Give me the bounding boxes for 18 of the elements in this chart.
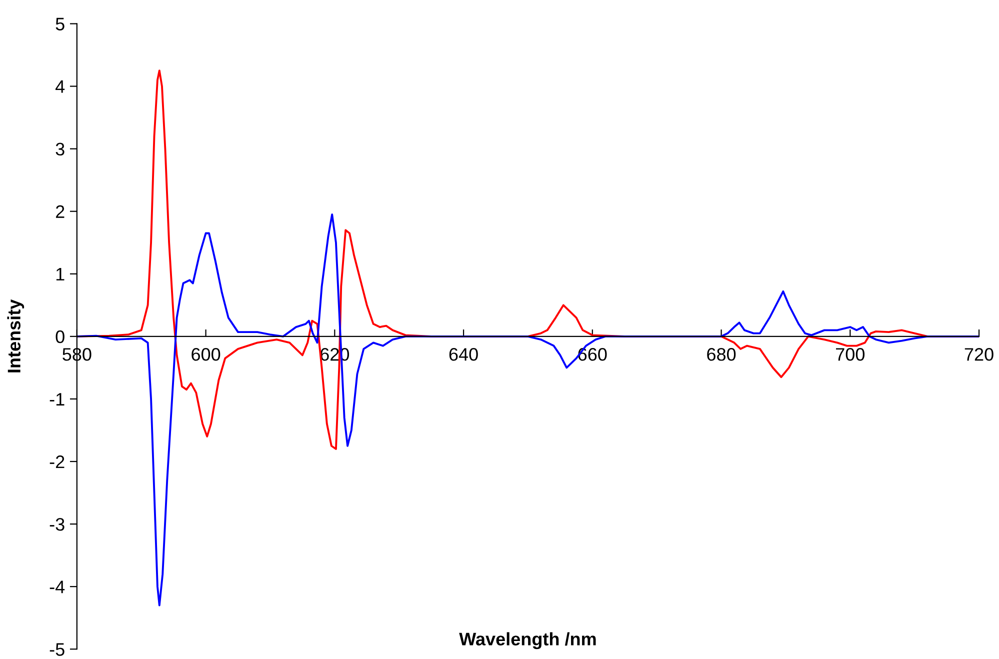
y-tick-label: 1	[56, 268, 64, 280]
y-tick-label: 4	[55, 80, 65, 93]
x-tick-label: 640	[449, 348, 478, 361]
y-tick-label: 3	[56, 142, 64, 156]
y-tick-label: -3	[50, 518, 64, 531]
y-tick-label: 0	[56, 330, 64, 344]
y-tick-label: -5	[50, 643, 64, 656]
y-tick-label: -1	[50, 393, 64, 406]
x-tick-label: 700	[836, 348, 865, 361]
y-tick-label: 5	[56, 18, 64, 30]
x-tick-label: 680	[707, 348, 736, 361]
y-tick-label: -2	[50, 455, 64, 468]
x-axis-title: Wavelength /nm	[459, 632, 596, 650]
x-tick-label: 600	[192, 348, 220, 361]
y-axis-title: Intensity	[7, 299, 24, 372]
y-tick-label: 2	[56, 205, 64, 218]
x-tick-label: 720	[964, 348, 994, 361]
y-tick-label: -4	[50, 580, 65, 594]
